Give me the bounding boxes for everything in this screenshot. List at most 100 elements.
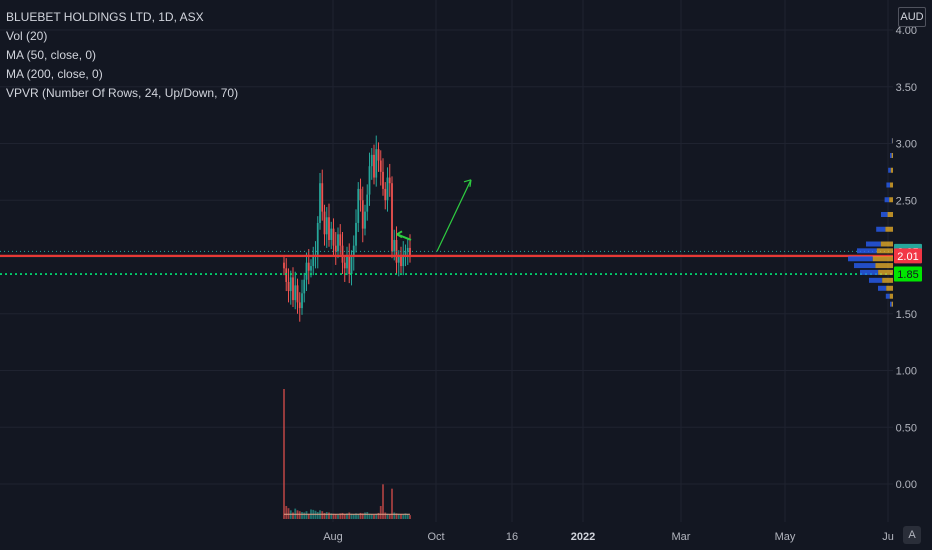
volume-bar [328,512,330,519]
indicator-ma200[interactable]: MA (200, close, 0) [6,67,103,81]
candle-body [350,257,353,275]
price-badge-label: 1.85 [897,269,918,281]
x-tick-label: 16 [506,531,518,543]
candle-body [404,251,407,255]
candle-body [368,166,371,195]
candle-body [346,257,348,269]
volume-bar [285,506,288,519]
volume-bar [368,513,371,519]
candle-body [321,183,324,212]
x-tick-label: Ju [882,531,894,543]
volume-bar [366,512,369,519]
vpvr-down-bar [892,138,893,144]
small-arrow-head [396,230,403,239]
candle-body [348,257,351,275]
volume-bar [316,512,319,519]
y-tick-label: 1.00 [896,366,917,378]
candle-body [386,177,389,201]
y-tick-label: 0.00 [896,479,917,491]
vpvr-down-bar [891,301,893,307]
volume-bar [303,512,306,519]
vpvr-up-bar [860,269,879,275]
candle-body [310,266,312,271]
candle-body [355,222,357,246]
y-tick-label: 3.50 [896,82,917,94]
volume-bar [334,514,337,519]
candle-body [307,262,310,271]
candle-body [296,285,299,303]
candle-body [402,254,405,267]
volume-bar [373,514,375,519]
vpvr-down-bar [890,167,893,173]
trend-arrow-head [463,179,472,187]
vpvr-down-bar [875,263,893,269]
vpvr-down-bar [876,248,893,254]
vpvr-down-bar [878,269,893,275]
indicator-ma50[interactable]: MA (50, close, 0) [6,48,97,62]
candle-body [298,302,301,309]
auto-scale-button[interactable]: A [903,526,921,544]
time-axis[interactable]: Aug Oct 16 2022 Mar May Ju [323,531,894,543]
candle-body [287,281,290,292]
vpvr-up-bar [886,182,891,188]
candlesticks [283,135,411,322]
candle-body [370,154,373,167]
vpvr-down-bar [889,197,893,203]
x-tick-label: 2022 [571,531,595,543]
volume-bar [348,512,351,519]
candle-body [332,228,335,246]
indicator-vol[interactable]: Vol (20) [6,29,48,43]
candle-body [357,188,360,223]
vpvr-up-bar [891,138,893,144]
volume-bar [298,511,301,519]
candle-body [289,277,292,292]
volume-bar [339,513,342,519]
volume-bar [359,512,362,519]
volume-bar [370,514,373,519]
candle-body [330,228,333,240]
volume-bar [292,512,294,519]
volume-bar [283,389,285,519]
candle-body [379,160,382,172]
candle-body [359,188,362,201]
volume-bar [341,512,344,519]
indicator-vpvr[interactable]: VPVR (Number Of Rows, 24, Up/Down, 70) [6,86,239,100]
currency-button[interactable]: AUD [898,7,926,27]
vpvr-up-bar [884,197,890,203]
price-badges: 2.052.011.85 [894,243,922,282]
volume-bar [361,513,364,519]
volume-bar [391,488,393,519]
vpvr-down-bar [889,293,893,299]
candle-body [294,285,297,301]
candle-body [292,277,294,301]
vpvr-up-bar [876,226,886,232]
volume-bar [395,513,398,519]
vpvr-up-bar [890,152,892,158]
candle-body [325,217,328,235]
candle-body [364,211,366,229]
candle-body [388,177,391,184]
y-tick-label: 0.50 [896,422,917,434]
y-tick-label: 1.50 [896,309,917,321]
candle-body [303,279,306,294]
vpvr-up-bar [848,256,873,262]
volume-bar [323,512,326,519]
volume-bar [321,511,324,519]
candle-body [339,234,342,246]
candle-body [373,154,375,178]
candle-body [352,245,355,257]
symbol-title[interactable]: BLUEBET HOLDINGS LTD, 1D, ASX [6,10,204,24]
volume-bar [352,514,355,519]
vpvr-down-bar [890,182,893,188]
volume-bar [402,514,405,519]
volume-bar [301,512,303,519]
volume-bar [388,514,391,519]
vpvr-up-bar [869,277,883,283]
vpvr-up-bar [854,263,876,269]
horizontal-lines [0,250,893,275]
volume-bar [343,513,346,519]
candle-body [283,262,285,269]
volume-bar [404,513,407,519]
volume-bar [332,513,335,519]
